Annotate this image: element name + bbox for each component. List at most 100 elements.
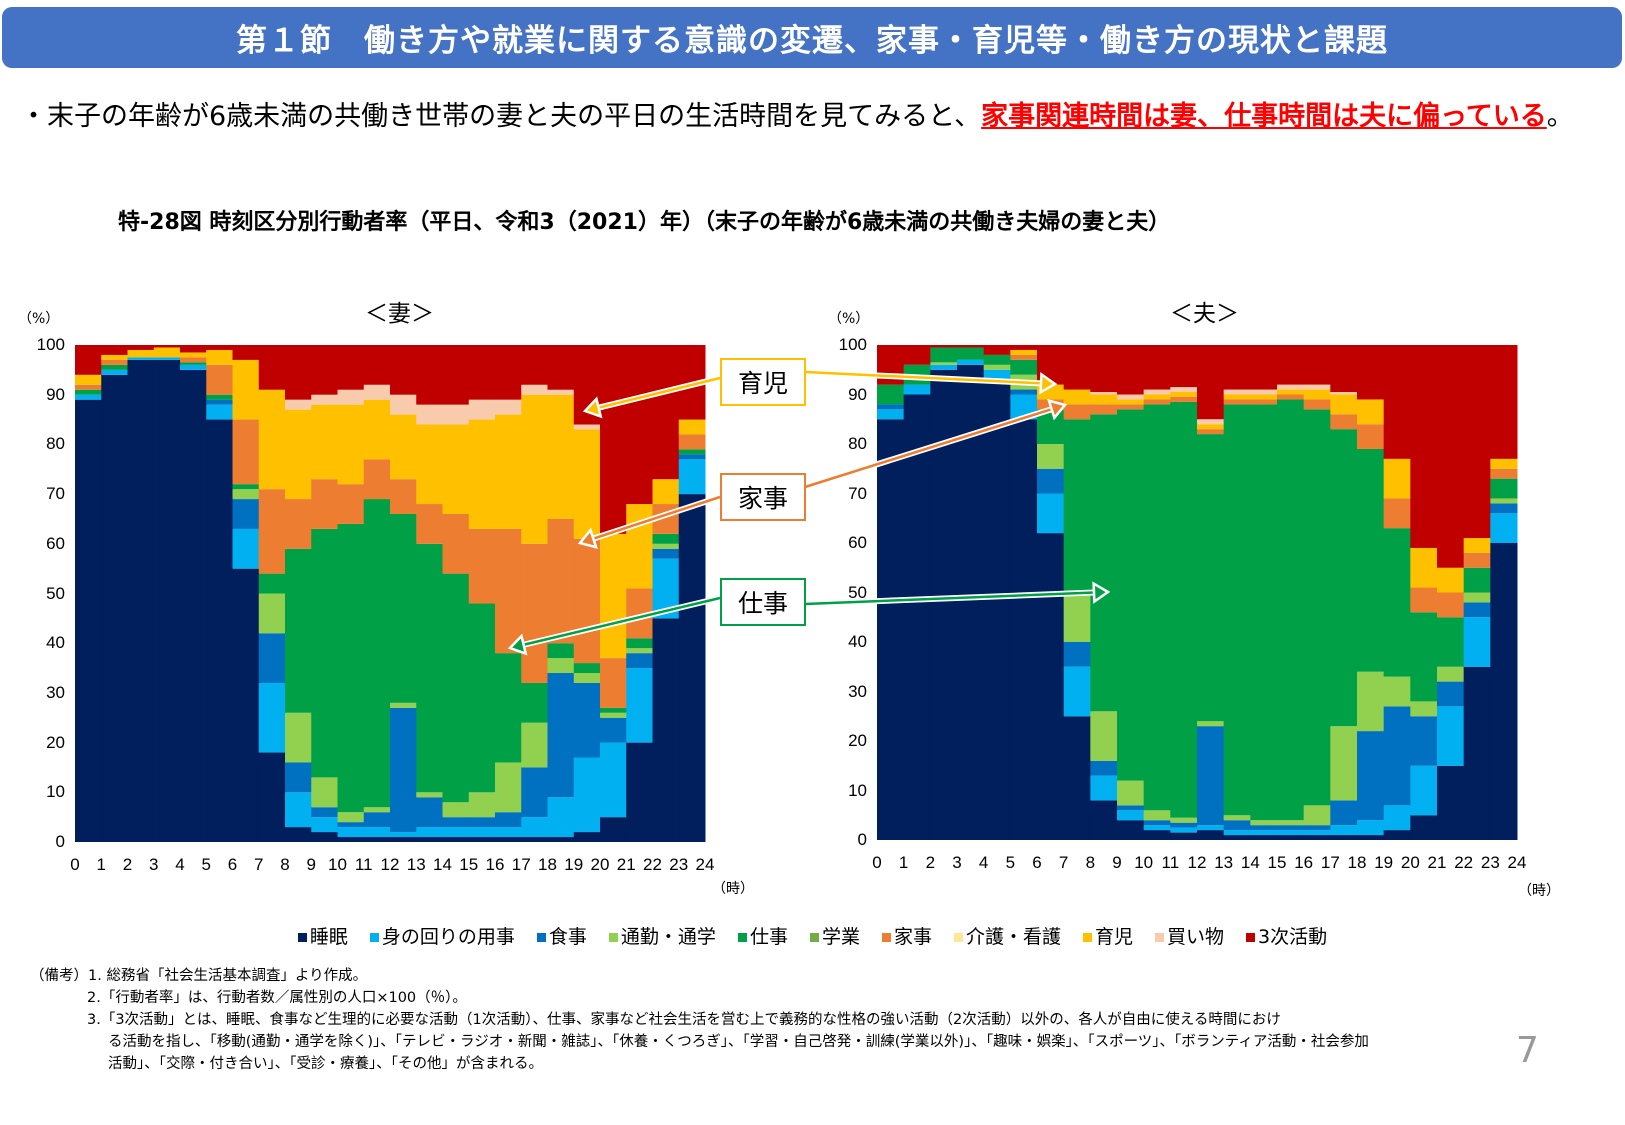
area-segment-wife-s0-h8	[285, 827, 312, 842]
x-tick-label: 7	[1058, 853, 1069, 872]
area-segment-husband-s2-h23	[1490, 503, 1518, 514]
area-segment-wife-s3-h14	[442, 802, 470, 818]
area-segment-husband-s9-h12	[1197, 419, 1225, 425]
area-segment-husband-s8-h7	[1063, 389, 1091, 405]
area-segment-wife-s6-h0	[75, 384, 102, 390]
legend-swatch	[1246, 933, 1256, 942]
area-segment-husband-s2-h22	[1463, 602, 1491, 618]
callout-childcare: 育児	[720, 358, 806, 406]
x-tick-label: 20	[1400, 853, 1420, 872]
callout-housework: 家事	[720, 473, 806, 521]
area-segment-wife-s8-h8	[285, 409, 312, 500]
area-segment-wife-s2-h8	[285, 762, 312, 793]
x-tick-label: 3	[149, 855, 159, 874]
area-segment-husband-s3-h19	[1383, 676, 1411, 707]
area-segment-husband-s1-h14	[1250, 830, 1278, 836]
area-segment-wife-s3-h18	[547, 658, 575, 674]
area-segment-husband-s0-h0	[877, 419, 905, 840]
figure-title: 特-28図 時刻区分別行動者率（平日、令和3（2021）年）（末子の年齢が6歳未…	[118, 210, 1171, 235]
x-tick-label: 7	[254, 855, 264, 874]
area-segment-husband-s1-h19	[1383, 805, 1411, 831]
legend-swatch	[1155, 933, 1165, 942]
area-segment-wife-s10-h21	[626, 345, 653, 505]
area-segment-wife-s1-h20	[600, 742, 627, 818]
area-segment-wife-s8-h14	[442, 424, 470, 514]
y-tick-label: 80	[46, 434, 65, 454]
area-segment-wife-s10-h8	[285, 345, 312, 400]
area-segment-husband-s2-h10	[1143, 820, 1171, 826]
y-tick-label: 60	[46, 533, 65, 553]
area-segment-wife-s10-h20	[600, 345, 627, 534]
area-segment-husband-s6-h23	[1490, 468, 1518, 479]
area-segment-husband-s2-h13	[1223, 820, 1251, 831]
area-segment-wife-s9-h18	[547, 389, 575, 395]
area-segment-husband-s6-h15	[1277, 394, 1305, 400]
area-segment-wife-s8-h18	[547, 394, 575, 519]
x-tick-label: 4	[978, 853, 989, 872]
area-segment-husband-s6-h11	[1170, 396, 1198, 402]
y-tick-label: 70	[848, 483, 867, 503]
area-segment-husband-s0-h5	[1010, 419, 1038, 840]
area-segment-wife-s1-h2	[127, 357, 155, 360]
x-tick-label: 6	[1032, 853, 1042, 872]
x-tick-label: 1	[898, 853, 909, 872]
area-segment-wife-s6-h6	[232, 419, 260, 485]
note-2: 2.「行動者率」は、行動者数／属性別の人口×100（％）。	[87, 990, 467, 1006]
area-segment-husband-s9-h10	[1143, 389, 1171, 395]
area-segment-wife-s0-h11	[363, 837, 391, 842]
y-tick-label: 90	[46, 384, 65, 404]
area-segment-wife-s0-h3	[153, 359, 181, 842]
area-segment-wife-s2-h20	[600, 717, 627, 743]
area-segment-husband-s8-h22	[1463, 538, 1491, 553]
y-tick-label: 40	[46, 633, 65, 653]
area-segment-wife-s8-h21	[626, 504, 653, 589]
area-segment-wife-s1-h3	[153, 357, 181, 360]
area-segment-wife-s10-h17	[521, 345, 548, 385]
x-unit-husband: （時）	[1518, 883, 1560, 899]
legend-label: 食事	[548, 926, 587, 948]
area-segment-husband-s10-h17	[1330, 345, 1358, 393]
area-segment-wife-s2-h12	[390, 707, 417, 833]
legend-swatch	[881, 933, 891, 942]
area-segment-husband-s0-h16	[1303, 835, 1331, 840]
area-segment-wife-s2-h6	[232, 499, 260, 529]
area-segment-husband-s4-h18	[1357, 448, 1385, 672]
area-segment-wife-s1-h13	[416, 827, 443, 838]
y-tick-label: 70	[46, 484, 65, 504]
area-segment-wife-s2-h17	[521, 767, 548, 818]
y-unit-husband: （%）	[828, 311, 870, 327]
legend-label: 睡眠	[309, 926, 348, 948]
x-tick-label: 16	[1294, 853, 1314, 872]
page-number: 7	[1516, 1030, 1539, 1071]
legend-item: 家事	[881, 922, 932, 949]
area-segment-husband-s3-h8	[1090, 711, 1118, 761]
area-segment-wife-s4-h19	[573, 663, 601, 674]
legend-label: 学業	[821, 926, 860, 948]
area-segment-wife-s3-h20	[600, 712, 627, 718]
x-tick-label: 22	[1454, 853, 1474, 872]
area-segment-husband-s2-h6	[1037, 468, 1065, 494]
legend-item: 身の回りの用事	[369, 922, 515, 949]
area-segment-wife-s1-h17	[521, 817, 548, 838]
area-segment-husband-s0-h9	[1117, 820, 1145, 840]
area-segment-wife-s1-h19	[573, 757, 601, 833]
x-tick-label: 19	[1374, 853, 1394, 872]
area-segment-husband-s4-h7	[1063, 419, 1091, 593]
area-segment-husband-s9-h13	[1223, 389, 1251, 395]
area-segment-wife-s8-h4	[180, 352, 207, 358]
area-segment-wife-s0-h0	[75, 399, 102, 842]
x-tick-label: 1	[96, 855, 106, 874]
x-unit-wife: （時）	[712, 881, 754, 897]
area-segment-wife-s4-h11	[363, 499, 391, 808]
area-segment-wife-s8-h17	[521, 394, 548, 544]
area-segment-husband-s3-h12	[1197, 721, 1225, 727]
area-segment-husband-s4-h8	[1090, 414, 1118, 712]
area-segment-wife-s4-h23	[678, 449, 706, 455]
area-segment-wife-s4-h18	[547, 643, 575, 659]
x-tick-label: 18	[538, 855, 557, 874]
area-segment-husband-s4-h23	[1490, 478, 1518, 499]
area-segment-wife-s6-h9	[311, 479, 338, 529]
y-tick-label: 80	[848, 434, 867, 453]
area-segment-husband-s9-h14	[1250, 389, 1278, 395]
